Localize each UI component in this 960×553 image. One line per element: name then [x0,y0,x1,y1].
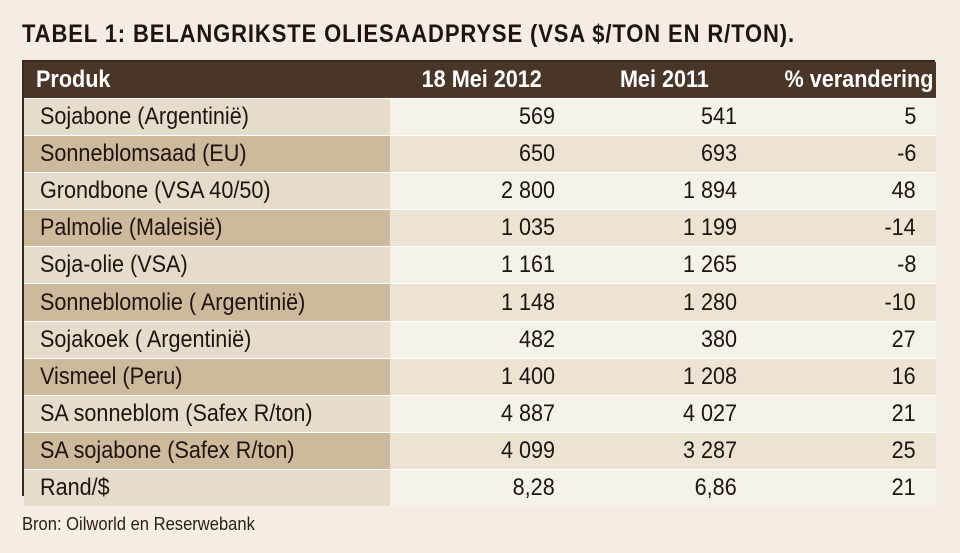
table-row: Palmolie (Maleisië) 1 035 1 199 -14 [24,209,936,247]
price-2012-cell: 2 800 [390,172,573,210]
price-2012-cell: 4 887 [390,394,573,433]
change-cell: -6 [756,135,936,173]
change-cell: 48 [756,172,936,210]
price-2012-cell: 1 161 [390,246,573,284]
table-row: Sonneblomolie ( Argentinië) 1 148 1 280 … [24,283,936,322]
price-2011-cell: 1 894 [573,172,756,210]
price-2012-cell: 1 035 [390,209,573,247]
change-cell: 5 [756,97,936,136]
price-2012-cell: 8,28 [390,468,573,507]
change-cell: 27 [756,320,936,359]
price-2011-cell: 380 [573,320,756,359]
column-header-may-2011: Mei 2011 [573,62,756,99]
product-cell: SA sojabone (Safex R/ton) [24,431,390,470]
price-2012-cell: 482 [390,320,573,359]
product-cell: Rand/$ [24,468,390,507]
price-2012-cell: 650 [390,135,573,173]
column-header-may-2012: 18 Mei 2012 [390,62,573,99]
change-cell: -8 [756,246,936,284]
table-row: Sonneblomsaad (EU) 650 693 -6 [24,135,936,173]
product-cell: Sojakoek ( Argentinië) [24,320,390,359]
table-row: Sojabone (Argentinië) 569 541 5 [24,97,936,136]
price-2011-cell: 3 287 [573,431,756,470]
data-table: Produk 18 Mei 2012 Mei 2011 % veranderin… [24,62,936,507]
change-cell: 16 [756,357,936,396]
price-2011-cell: 1 199 [573,209,756,247]
product-cell: Vismeel (Peru) [24,357,390,396]
price-2011-cell: 6,86 [573,468,756,507]
table-row: Sojakoek ( Argentinië) 482 380 27 [24,320,936,359]
product-cell: Sojabone (Argentinië) [24,97,390,136]
price-2011-cell: 541 [573,97,756,136]
source-note: Bron: Oilworld en Reserwebank [22,514,255,534]
price-2011-cell: 693 [573,135,756,173]
column-header-product: Produk [24,62,390,99]
table-title: TABEL 1: BELANGRIKSTE OLIESAADPRYSE (VSA… [22,20,795,48]
price-2011-cell: 1 265 [573,246,756,284]
price-2012-cell: 1 400 [390,357,573,396]
table-row: Vismeel (Peru) 1 400 1 208 16 [24,357,936,396]
change-cell: 25 [756,431,936,470]
price-2011-cell: 4 027 [573,394,756,433]
table-row: Grondbone (VSA 40/50) 2 800 1 894 48 [24,172,936,210]
header-row: Produk 18 Mei 2012 Mei 2011 % veranderin… [24,62,936,99]
column-header-change: % verandering [756,62,936,99]
price-2012-cell: 569 [390,97,573,136]
price-2012-cell: 4 099 [390,431,573,470]
table-row: Soja-olie (VSA) 1 161 1 265 -8 [24,246,936,284]
product-cell: SA sonneblom (Safex R/ton) [24,394,390,433]
product-cell: Sonneblomolie ( Argentinië) [24,283,390,322]
table-row: SA sojabone (Safex R/ton) 4 099 3 287 25 [24,431,936,470]
change-cell: 21 [756,468,936,507]
product-cell: Palmolie (Maleisië) [24,209,390,247]
price-2011-cell: 1 208 [573,357,756,396]
price-2011-cell: 1 280 [573,283,756,322]
product-cell: Sonneblomsaad (EU) [24,135,390,173]
table-row: SA sonneblom (Safex R/ton) 4 887 4 027 2… [24,394,936,433]
product-cell: Grondbone (VSA 40/50) [24,172,390,210]
price-2012-cell: 1 148 [390,283,573,322]
change-cell: -10 [756,283,936,322]
change-cell: 21 [756,394,936,433]
table-row: Rand/$ 8,28 6,86 21 [24,468,936,507]
product-cell: Soja-olie (VSA) [24,246,390,284]
price-table: Produk 18 Mei 2012 Mei 2011 % veranderin… [22,60,936,507]
change-cell: -14 [756,209,936,247]
